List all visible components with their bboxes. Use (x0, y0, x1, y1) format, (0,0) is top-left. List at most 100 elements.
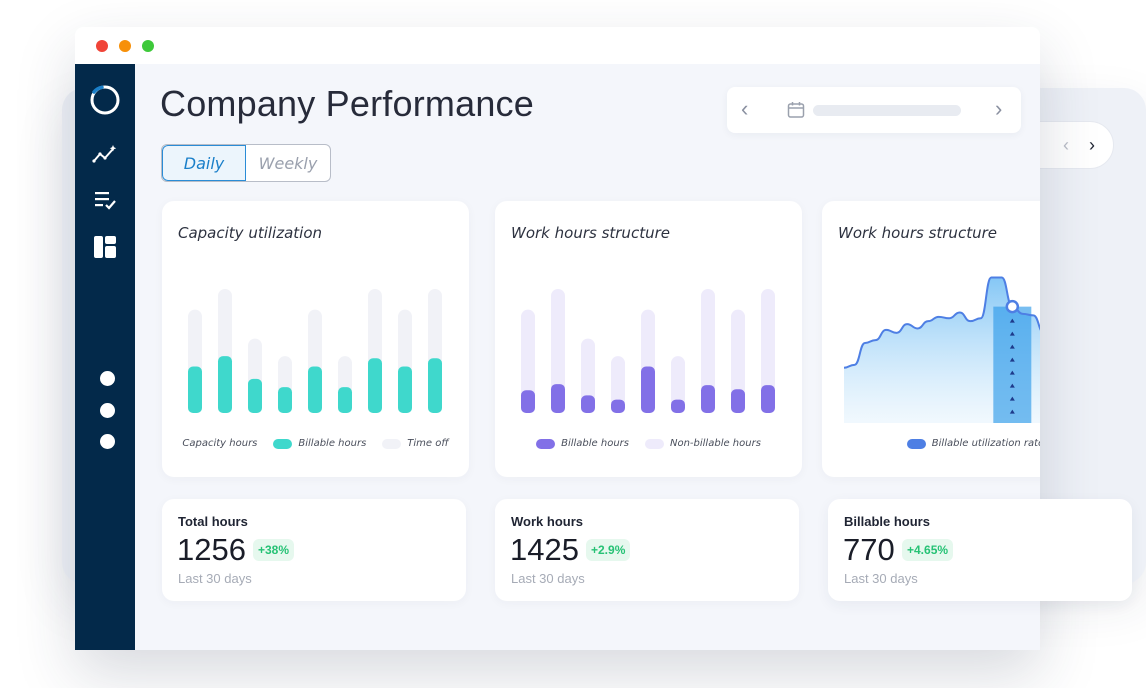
legend-label: Non-billable hours (669, 438, 761, 449)
bar-background (521, 309, 535, 413)
chevron-right-icon[interactable]: › (1089, 135, 1095, 155)
close-window-button[interactable] (96, 39, 108, 52)
bar-value (278, 387, 292, 413)
app-window: Company Performance ‹ › Daily Weekly Cap… (75, 27, 1040, 650)
legend-item: Time off (382, 438, 449, 449)
chart-legend: Capacity hours Billable hours Time off (162, 438, 469, 449)
highlight-band (993, 306, 1032, 423)
legend-item: Billable hours (273, 438, 366, 449)
stat-value: 1256 (177, 532, 246, 567)
checklist-icon[interactable] (75, 189, 135, 211)
bar-value (761, 385, 775, 413)
toggle-daily[interactable]: Daily (162, 145, 246, 181)
card-title: Work hours structure (838, 224, 997, 242)
highlight-marker (1009, 370, 1015, 375)
total-hours-stat: Total hours 1256 +38% Last 30 days (162, 499, 466, 601)
highlight-marker (1009, 396, 1015, 401)
chevron-left-icon[interactable]: ‹ (741, 96, 749, 121)
chart-legend: Billable hours Non-billable hours (495, 438, 802, 449)
legend-label: Billable utilization rate (931, 438, 1040, 449)
stat-label: Work hours (511, 514, 583, 529)
bar-value (368, 358, 382, 413)
legend-item: Billable hours (536, 438, 629, 449)
stat-delta-badge: +38% (253, 539, 295, 561)
bar-value (308, 366, 322, 413)
date-navigator: ‹ › (727, 87, 1021, 133)
bar-value (671, 399, 685, 413)
card-title: Work hours structure (511, 224, 670, 242)
stat-delta-badge: +2.9% (586, 539, 631, 561)
stat-value: 1425 (510, 532, 579, 567)
capacity-bar-chart (188, 289, 442, 413)
ring-logo-icon[interactable] (75, 83, 135, 117)
bar-background (671, 356, 685, 413)
legend-item: Capacity hours (182, 438, 257, 449)
highlight-marker (1009, 331, 1015, 336)
legend-item: Billable utilization rate (906, 438, 1040, 449)
pager-dot[interactable] (100, 403, 115, 418)
structure-bar-chart (521, 289, 775, 413)
toggle-weekly[interactable]: Weekly (258, 153, 318, 173)
dashboard-icon[interactable] (75, 235, 135, 259)
stat-label: Billable hours (844, 514, 930, 529)
highlight-marker (1009, 409, 1015, 414)
work-hours-stat: Work hours 1425 +2.9% Last 30 days (495, 499, 799, 601)
pager-dot[interactable] (100, 371, 115, 386)
bar-value (248, 378, 262, 413)
stat-value: 770 (843, 532, 895, 567)
legend-label: Capacity hours (182, 438, 258, 449)
calendar-icon[interactable] (787, 101, 805, 124)
bar-value (338, 387, 352, 413)
chevron-left-icon[interactable]: ‹ (1063, 135, 1069, 155)
billable-hours-stat: Billable hours 770 +4.65% Last 30 days (828, 499, 1132, 601)
analytics-icon[interactable] (75, 143, 135, 165)
stat-label: Total hours (178, 514, 248, 529)
period-toggle: Daily Weekly (161, 144, 331, 182)
highlight-marker (1009, 344, 1015, 349)
bar-value (551, 384, 565, 413)
bar-background (761, 289, 775, 413)
maximize-window-button[interactable] (142, 39, 154, 52)
stat-period: Last 30 days (178, 571, 252, 586)
bar-background (701, 289, 715, 413)
legend-label: Billable hours (561, 438, 629, 449)
bar-background (611, 356, 625, 413)
series-line (843, 276, 1040, 369)
bar-background (551, 289, 565, 413)
legend-swatch (906, 438, 926, 449)
utilization-area-chart (843, 276, 1040, 423)
bar-value (581, 395, 595, 413)
bar-value (521, 390, 535, 413)
legend-swatch (273, 438, 293, 449)
work-hours-structure-card: Work hours structure Billable hours Non-… (495, 201, 802, 477)
bar-value (701, 385, 715, 413)
card-title: Capacity utilization (178, 224, 323, 242)
highlight-marker (1009, 357, 1015, 362)
stat-period: Last 30 days (844, 571, 918, 586)
bar-background (731, 309, 745, 413)
highlight-point (1005, 299, 1020, 314)
bar-value (428, 358, 442, 413)
title-bar (75, 27, 1040, 64)
chart-legend: Billable utilization rate (822, 438, 1040, 449)
date-range-placeholder[interactable] (813, 105, 961, 116)
page-title: Company Performance (160, 83, 534, 124)
bar-value (731, 389, 745, 413)
highlight-marker (1009, 318, 1015, 323)
bar-value (218, 356, 232, 413)
legend-swatch (382, 438, 402, 449)
legend-item: Non-billable hours (644, 438, 761, 449)
bar-value (398, 366, 412, 413)
highlight-marker (1009, 383, 1015, 388)
utilization-trend-card: Work hours structure Billable utilizatio… (822, 201, 1040, 477)
bar-value (641, 366, 655, 413)
minimize-window-button[interactable] (119, 39, 131, 52)
bar-background (581, 338, 595, 413)
bar-value (188, 366, 202, 413)
chevron-right-icon[interactable]: › (995, 96, 1003, 121)
legend-label: Billable hours (298, 438, 367, 449)
area-fill (844, 277, 1040, 423)
stat-delta-badge: +4.65% (902, 539, 954, 561)
pager-dot[interactable] (100, 434, 115, 449)
sidebar (75, 64, 135, 650)
